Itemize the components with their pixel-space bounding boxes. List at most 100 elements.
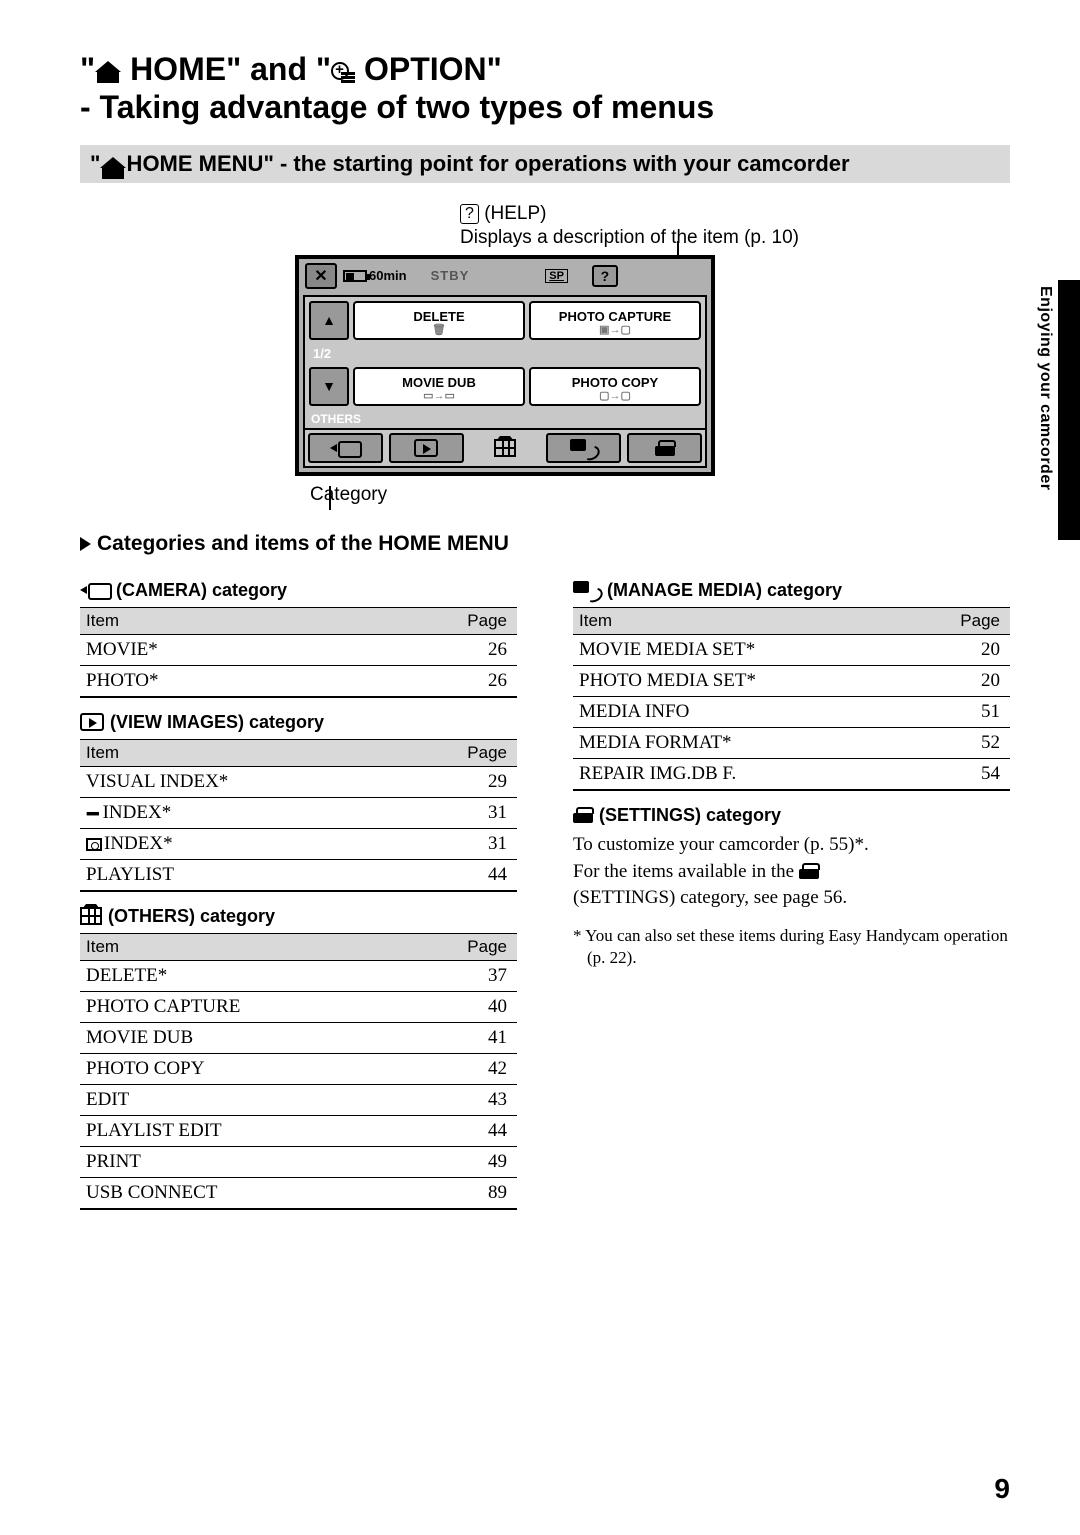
cell-page: 44 [401, 859, 517, 891]
grid-icon [80, 907, 102, 925]
cell-item: PHOTO CAPTURE [80, 991, 407, 1022]
title-line1: " HOME" and "+ OPTION" [80, 51, 502, 87]
cell-page: 26 [343, 634, 517, 665]
photo-icon [86, 838, 102, 851]
th-item: Item [80, 607, 343, 634]
page-indicator: 1/2 [305, 344, 705, 363]
help-desc: Displays a description of the item (p. 1… [460, 227, 1010, 249]
camera-table: ItemPage MOVIE*26PHOTO*26 [80, 607, 517, 698]
cell-page: 26 [343, 665, 517, 697]
cell-item: REPAIR IMG.DB F. [573, 758, 911, 790]
th-page: Page [407, 933, 517, 960]
camera-title: (CAMERA) category [116, 580, 287, 601]
copy-icon: ▢→▢ [599, 389, 631, 402]
cell-item: PHOTO COPY [80, 1053, 407, 1084]
title-home-text: HOME" and " [121, 51, 331, 87]
table-row: MEDIA INFO51 [573, 696, 1010, 727]
play-icon [80, 713, 104, 731]
capture-icon: ▣→▢ [599, 323, 631, 336]
cell-item: DELETE* [80, 960, 407, 991]
table-row: USB CONNECT89 [80, 1177, 517, 1209]
cell-page: 40 [407, 991, 517, 1022]
cell-page: 41 [407, 1022, 517, 1053]
view-title: (VIEW IMAGES) category [110, 712, 324, 733]
home-icon-small [100, 157, 120, 174]
toolbox-icon [573, 807, 593, 823]
cell-page: 31 [401, 828, 517, 859]
cell-item: PHOTO* [80, 665, 343, 697]
th-page: Page [401, 739, 517, 766]
camera-heading: (CAMERA) category [80, 580, 517, 601]
table-row: MEDIA FORMAT*52 [573, 727, 1010, 758]
media-title: (MANAGE MEDIA) category [607, 580, 842, 601]
screen-illustration: ✕ 60min STBY SP ? ▲ DELETE 🗑 PHOTO [295, 255, 715, 476]
settings-text2b: (SETTINGS) category, see page 56. [573, 887, 847, 908]
table-row: MOVIE MEDIA SET*20 [573, 634, 1010, 665]
cell-item: VISUAL INDEX* [80, 766, 401, 797]
cell-item: PLAYLIST [80, 859, 401, 891]
view-heading: (VIEW IMAGES) category [80, 712, 517, 733]
right-column: (MANAGE MEDIA) category ItemPage MOVIE M… [573, 566, 1010, 1210]
table-row: MOVIE*26 [80, 634, 517, 665]
cell-item: USB CONNECT [80, 1177, 407, 1209]
table-row: PLAYLIST44 [80, 859, 517, 891]
help-box-icon: ? [460, 204, 479, 224]
view-category-icon [389, 433, 464, 463]
cell-item: ▪▪▪▪ INDEX* [80, 797, 401, 828]
others-heading: (OTHERS) category [80, 906, 517, 927]
sp-indicator: SP [545, 269, 568, 283]
title-option-text: OPTION" [355, 51, 502, 87]
others-label: OTHERS [305, 410, 705, 428]
table-row: PHOTO CAPTURE40 [80, 991, 517, 1022]
table-row: REPAIR IMG.DB F.54 [573, 758, 1010, 790]
th-page: Page [343, 607, 517, 634]
media-icon [573, 581, 601, 599]
cell-page: 20 [911, 665, 1010, 696]
battery-text: 60min [369, 268, 407, 283]
down-arrow-icon: ▼ [309, 367, 349, 406]
left-column: (CAMERA) category ItemPage MOVIE*26PHOTO… [80, 566, 517, 1210]
help-button-icon: ? [592, 265, 618, 287]
settings-title: (SETTINGS) category [599, 805, 781, 826]
table-row: PHOTO MEDIA SET*20 [573, 665, 1010, 696]
photo-copy-label: PHOTO COPY [572, 375, 658, 390]
table-row: PRINT49 [80, 1146, 517, 1177]
footnote: * You can also set these items during Ea… [573, 925, 1010, 969]
cell-page: 54 [911, 758, 1010, 790]
media-table: ItemPage MOVIE MEDIA SET*20PHOTO MEDIA S… [573, 607, 1010, 791]
cell-item: MOVIE MEDIA SET* [573, 634, 911, 665]
trash-icon: 🗑 [432, 323, 446, 336]
table-row: VISUAL INDEX*29 [80, 766, 517, 797]
settings-text1: To customize your camcorder (p. 55)*. [573, 832, 1010, 858]
cell-page: 37 [407, 960, 517, 991]
triangle-icon [80, 537, 91, 551]
cell-item: MEDIA FORMAT* [573, 727, 911, 758]
table-row: PHOTO COPY42 [80, 1053, 517, 1084]
page-number: 9 [994, 1473, 1010, 1505]
settings-text2: For the items available in the (SETTINGS… [573, 859, 1010, 910]
camera-category-icon [308, 433, 383, 463]
cell-item: MOVIE DUB [80, 1022, 407, 1053]
settings-heading: (SETTINGS) category [573, 805, 1010, 826]
table-row: MOVIE DUB41 [80, 1022, 517, 1053]
others-title: (OTHERS) category [108, 906, 275, 927]
cell-page: 89 [407, 1177, 517, 1209]
cell-item: MEDIA INFO [573, 696, 911, 727]
settings-text2a: For the items available in the [573, 861, 799, 882]
category-label: Category [310, 484, 1010, 506]
table-row: PLAYLIST EDIT44 [80, 1115, 517, 1146]
others-category-icon [470, 433, 541, 463]
th-item: Item [80, 739, 401, 766]
battery-indicator: 60min [343, 268, 407, 283]
pointer-to-category [329, 486, 331, 510]
th-page: Page [911, 607, 1010, 634]
th-item: Item [573, 607, 911, 634]
stby-label: STBY [431, 268, 470, 283]
table-row: PHOTO*26 [80, 665, 517, 697]
table-row: DELETE*37 [80, 960, 517, 991]
movie-dub-button: MOVIE DUB ▭→▭ [353, 367, 525, 406]
settings-category-icon [627, 433, 702, 463]
cell-item: EDIT [80, 1084, 407, 1115]
cell-item: INDEX* [80, 828, 401, 859]
photo-capture-label: PHOTO CAPTURE [559, 309, 671, 324]
